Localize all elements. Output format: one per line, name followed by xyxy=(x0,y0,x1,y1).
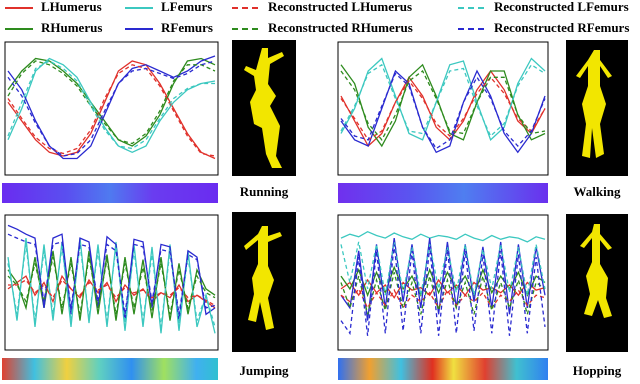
series-line xyxy=(7,233,216,315)
series-line xyxy=(7,60,216,145)
skeleton-image xyxy=(232,212,296,352)
plot-frame xyxy=(4,41,219,176)
legend-label: RHumerus xyxy=(41,20,102,35)
series-line xyxy=(340,63,546,138)
series-line xyxy=(7,64,216,157)
series-line xyxy=(7,55,216,160)
skeleton-image xyxy=(232,40,296,176)
series-line xyxy=(7,60,216,160)
series-line xyxy=(8,278,216,306)
series-line xyxy=(340,70,546,141)
panel-label: Running xyxy=(240,184,289,199)
panel-label: Hopping xyxy=(573,363,622,378)
legend-label: RFemurs xyxy=(161,20,213,35)
series-line xyxy=(7,244,216,328)
series-line xyxy=(340,72,546,150)
skeleton-image xyxy=(566,40,628,176)
legend-label: LFemurs xyxy=(161,0,212,14)
legend: LHumerus RHumerus LFemurs RFemurs Reconstruc… xyxy=(5,0,629,35)
attention-strip xyxy=(2,358,218,380)
legend-label: Reconstructed LFemurs xyxy=(494,0,629,14)
series-line xyxy=(7,224,216,321)
attention-strip xyxy=(2,183,218,203)
series-line xyxy=(7,60,215,150)
legend-label: Reconstructed LHumerus xyxy=(268,0,412,14)
skeleton-image xyxy=(566,214,628,352)
attention-strip xyxy=(338,358,548,380)
series-line xyxy=(7,60,216,157)
series-line xyxy=(340,230,546,243)
attention-strip xyxy=(338,183,548,203)
series-line xyxy=(340,76,546,141)
legend-label: LHumerus xyxy=(41,0,102,14)
panel-label: Walking xyxy=(574,184,621,199)
series-line xyxy=(7,57,216,147)
legend-label: Reconstructed RFemurs xyxy=(494,20,629,35)
series-line xyxy=(340,241,546,296)
legend-label: Reconstructed RHumerus xyxy=(268,20,413,35)
panel-label: Jumping xyxy=(239,363,289,378)
plots: Running Walking Jumping Hopping xyxy=(7,55,622,378)
series-line xyxy=(340,69,546,154)
series-line xyxy=(340,244,546,336)
